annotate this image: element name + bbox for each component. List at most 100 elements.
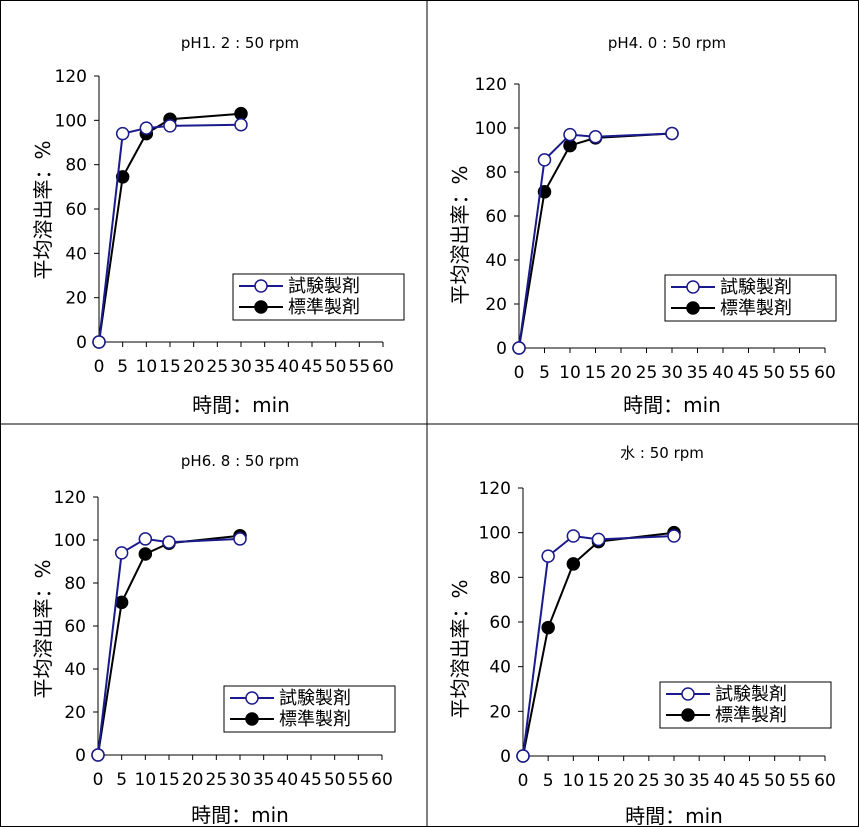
chart-2-y-tick-label: 0	[496, 339, 507, 359]
chart-3-legend-label-2: 標準製剤	[279, 709, 351, 730]
chart-2-y-tick-label: 20	[485, 295, 507, 315]
chart-2-legend-marker-2	[686, 301, 700, 315]
chart-4-x-tick-label: 10	[563, 771, 585, 791]
chart-3-y-tick-label: 100	[54, 531, 86, 551]
chart-4-x-tick-label: 60	[814, 771, 836, 791]
chart-2-x-tick-label: 15	[585, 363, 607, 383]
chart-1-x-tick-label: 40	[278, 357, 300, 377]
chart-2-x-tick-label: 45	[738, 363, 760, 383]
chart-1-x-tick-label: 35	[254, 357, 276, 377]
chart-2-x-tick-label: 35	[687, 363, 709, 383]
chart-3-x-tick-label: 50	[324, 770, 346, 790]
chart-1-x-tick-label: 25	[207, 357, 229, 377]
chart-1-legend-label-2: 標準製剤	[288, 297, 360, 318]
chart-4-y-tick-label: 100	[479, 524, 511, 544]
chart-3-title: pH6. 8 : 50 rpm	[181, 452, 299, 470]
chart-1-series-1-point	[92, 335, 106, 349]
chart-3-y-axis-label: 平均溶出率：%	[31, 559, 55, 698]
chart-1-x-tick-label: 45	[301, 357, 323, 377]
chart-1-title: pH1. 2 : 50 rpm	[181, 34, 299, 52]
chart-2-x-tick-label: 40	[712, 363, 734, 383]
chart-1-y-tick-label: 80	[65, 156, 87, 176]
chart-3-x-tick-label: 35	[253, 770, 275, 790]
chart-2-legend-label-1: 試験製剤	[720, 277, 792, 298]
chart-1-x-tick-label: 55	[349, 357, 371, 377]
chart-1-y-tick-label: 40	[65, 244, 87, 264]
chart-2-x-tick-label: 60	[814, 363, 836, 383]
chart-1-y-tick-label: 100	[55, 111, 87, 131]
chart-4-series-1-point	[566, 529, 581, 543]
chart-2-legend-marker-1	[686, 280, 700, 294]
chart-3-y-tick-label: 60	[64, 617, 86, 637]
chart-4-series-2-point	[541, 620, 555, 635]
chart-3-legend-marker-2	[245, 712, 259, 726]
chart-1-x-tick-label: 5	[117, 357, 128, 377]
chart-2-series-1-point	[588, 130, 603, 144]
chart-3-x-tick-label: 10	[135, 770, 157, 790]
chart-2-x-tick-label: 30	[661, 363, 683, 383]
chart-1-y-tick-label: 120	[55, 67, 87, 87]
chart-4-x-tick-label: 40	[714, 771, 736, 791]
chart-1-x-tick-label: 10	[136, 357, 158, 377]
chart-3-x-tick-label: 20	[182, 770, 204, 790]
chart-4-y-tick-label: 20	[489, 702, 511, 722]
chart-1-legend-marker-2	[254, 300, 268, 314]
chart-4-series-1-point	[516, 749, 530, 763]
chart-3-x-tick-label: 40	[277, 770, 299, 790]
chart-2-y-tick-label: 60	[485, 207, 507, 227]
chart-4-title: 水 : 50 rpm	[620, 444, 704, 462]
chart-4-x-tick-label: 50	[764, 771, 786, 791]
chart-1-x-tick-label: 50	[325, 357, 347, 377]
chart-1-y-axis-label: 平均溶出率：%	[31, 140, 55, 279]
chart-3-series-1-point	[91, 748, 105, 762]
chart-4-y-axis-label: 平均溶出率：%	[448, 579, 472, 718]
chart-3-x-tick-label: 0	[93, 770, 104, 790]
chart-1-legend-marker-1	[254, 279, 268, 293]
chart-1-x-tick-label: 20	[183, 357, 205, 377]
chart-3-x-axis-label: 時間：min	[191, 803, 289, 827]
chart-2-series-1-point	[665, 126, 679, 141]
chart-4-series-1-point	[667, 529, 681, 543]
chart-3-legend-marker-1	[245, 691, 259, 705]
chart-4-y-tick-label: 40	[489, 658, 511, 678]
chart-1-series-1-point	[115, 126, 130, 141]
chart-4-series-2-point	[566, 557, 581, 571]
chart-2-x-axis-label: 時間：min	[623, 393, 721, 417]
chart-1-series-2-point	[115, 170, 130, 184]
chart-2-x-tick-label: 0	[514, 363, 525, 383]
chart-1-y-tick-label: 60	[65, 200, 87, 220]
chart-4-series-1-point	[541, 549, 555, 563]
chart-3-series-1-point	[138, 532, 153, 546]
chart-1-x-tick-label: 15	[159, 357, 181, 377]
chart-2-series-1-point	[512, 341, 526, 355]
chart-1-series-1-point	[234, 118, 248, 132]
chart-1-series-1-line	[98, 123, 242, 343]
chart-4-y-tick-label: 60	[489, 613, 511, 633]
chart-1-x-tick-label: 0	[94, 357, 105, 377]
chart-1-x-tick-label: 30	[230, 357, 252, 377]
chart-3-x-tick-label: 55	[348, 770, 370, 790]
chart-3-y-tick-label: 120	[54, 488, 86, 508]
chart-1-series-2-point	[234, 106, 248, 121]
chart-4-series-2-line	[522, 531, 675, 757]
chart-4-legend-label-1: 試験製剤	[715, 684, 787, 705]
chart-3-y-tick-label: 20	[64, 703, 86, 723]
chart-2-y-axis-label: 平均溶出率：%	[448, 165, 472, 304]
chart-4-legend-marker-1	[681, 687, 695, 701]
chart-4-x-tick-label: 30	[663, 771, 685, 791]
chart-4-x-tick-label: 45	[739, 771, 761, 791]
chart-4-series-1-line	[522, 534, 675, 757]
chart-2-x-tick-label: 20	[610, 363, 632, 383]
chart-3-series-2-point	[138, 547, 153, 561]
chart-1-series-1-point	[139, 121, 154, 135]
chart-3-series-1-line	[97, 537, 241, 756]
chart-3-series-1-point	[233, 532, 247, 546]
chart-4-y-tick-label: 80	[489, 568, 511, 588]
chart-4-y-tick-label: 120	[479, 479, 511, 499]
chart-3-x-tick-label: 25	[206, 770, 228, 790]
chart-2-y-tick-label: 40	[485, 251, 507, 271]
